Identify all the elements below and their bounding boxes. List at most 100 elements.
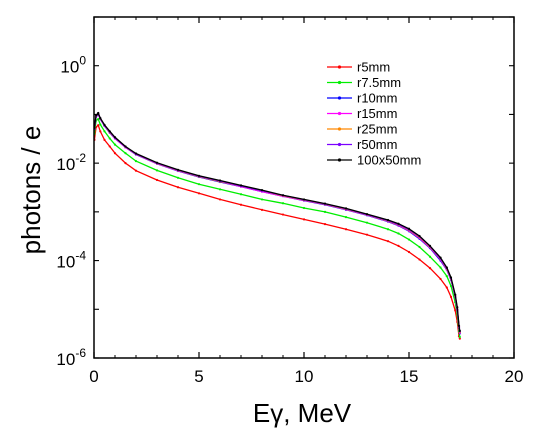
data-point	[365, 221, 369, 224]
data-point	[439, 277, 442, 281]
data-point	[218, 179, 222, 182]
series-r5mm	[94, 124, 461, 340]
data-point	[239, 203, 243, 206]
data-point	[113, 136, 117, 139]
data-point	[445, 274, 448, 278]
data-point	[456, 306, 459, 309]
data-point	[454, 309, 457, 312]
data-point	[155, 169, 159, 172]
data-point	[134, 169, 138, 172]
data-point	[218, 188, 222, 191]
legend-marker	[337, 96, 342, 100]
data-point	[281, 213, 285, 216]
data-point	[281, 202, 285, 205]
plot-frame	[93, 16, 515, 359]
series-r25mm	[94, 112, 461, 334]
data-point	[458, 335, 461, 339]
data-point	[197, 174, 201, 177]
data-point	[103, 123, 106, 126]
data-point	[281, 194, 285, 197]
y-tick-label: 10-4	[56, 249, 86, 272]
data-point	[344, 207, 348, 210]
data-point	[386, 228, 390, 231]
data-point	[302, 218, 306, 221]
data-point	[439, 266, 442, 269]
data-point	[124, 145, 127, 148]
data-point	[103, 138, 106, 142]
data-point	[344, 216, 348, 219]
data-point	[439, 256, 442, 259]
legend-label: r25mm	[357, 122, 397, 137]
legend-marker	[337, 127, 342, 131]
data-point	[449, 295, 453, 298]
data-point	[239, 193, 243, 196]
legend-marker	[337, 80, 342, 85]
data-point	[155, 178, 159, 182]
series-line-r25mm	[94, 112, 461, 333]
x-tick-label: 20	[505, 367, 524, 386]
data-point	[323, 223, 327, 226]
legend-label: 100x50mm	[357, 153, 421, 168]
data-point	[302, 198, 306, 201]
data-point	[323, 202, 327, 205]
legend-label: r5mm	[357, 60, 390, 75]
legend-label: r7.5mm	[357, 75, 401, 90]
data-point	[458, 329, 461, 333]
data-point	[418, 258, 421, 261]
data-point	[99, 130, 102, 133]
data-point	[113, 143, 117, 146]
data-point	[365, 233, 369, 236]
data-point	[449, 284, 453, 288]
data-point	[134, 152, 138, 155]
legend-marker	[337, 142, 342, 147]
legend-marker	[337, 111, 342, 116]
x-tick-label: 10	[295, 367, 314, 386]
series-r50mm	[94, 112, 461, 333]
data-point	[365, 212, 369, 216]
data-point	[97, 118, 100, 121]
series-r7.5mm	[94, 118, 461, 339]
data-point	[218, 198, 222, 201]
data-point	[445, 286, 448, 289]
data-point	[407, 238, 411, 241]
data-point	[302, 206, 306, 210]
data-point	[428, 255, 432, 258]
data-point	[397, 244, 400, 248]
legend-marker	[337, 158, 342, 162]
series-line-r7.5mm	[94, 118, 461, 338]
legend-label: r50mm	[357, 137, 397, 152]
data-point	[418, 245, 421, 249]
data-point	[407, 227, 411, 230]
data-point	[134, 160, 138, 163]
data-point	[397, 232, 400, 235]
data-point	[99, 117, 102, 120]
series-line-r5mm	[94, 124, 461, 339]
x-tick-label: 0	[89, 367, 98, 386]
y-tick-label: 10-2	[56, 151, 86, 174]
data-point	[260, 208, 264, 211]
data-point	[386, 240, 390, 243]
data-point	[113, 152, 117, 155]
y-axis-title: photons / e	[16, 126, 46, 255]
data-point	[99, 123, 102, 126]
data-point	[97, 111, 100, 115]
x-tick-label: 5	[194, 367, 203, 386]
data-point	[176, 176, 180, 179]
data-point	[197, 192, 201, 195]
data-point	[108, 145, 111, 148]
legend-label: r15mm	[357, 106, 397, 121]
x-axis-title: Eγ, MeV	[253, 398, 352, 428]
legend-label: r10mm	[357, 91, 397, 106]
series-line-100x50mm	[94, 111, 461, 331]
data-point	[323, 210, 327, 213]
data-point	[239, 184, 243, 187]
data-point	[260, 198, 264, 201]
series-line-r15mm	[94, 112, 461, 333]
data-point	[344, 228, 348, 231]
data-point	[260, 188, 264, 192]
y-tick-label: 10-6	[56, 346, 86, 369]
y-tick-label: 100	[60, 54, 86, 77]
data-point	[97, 124, 100, 127]
data-point	[449, 276, 453, 279]
